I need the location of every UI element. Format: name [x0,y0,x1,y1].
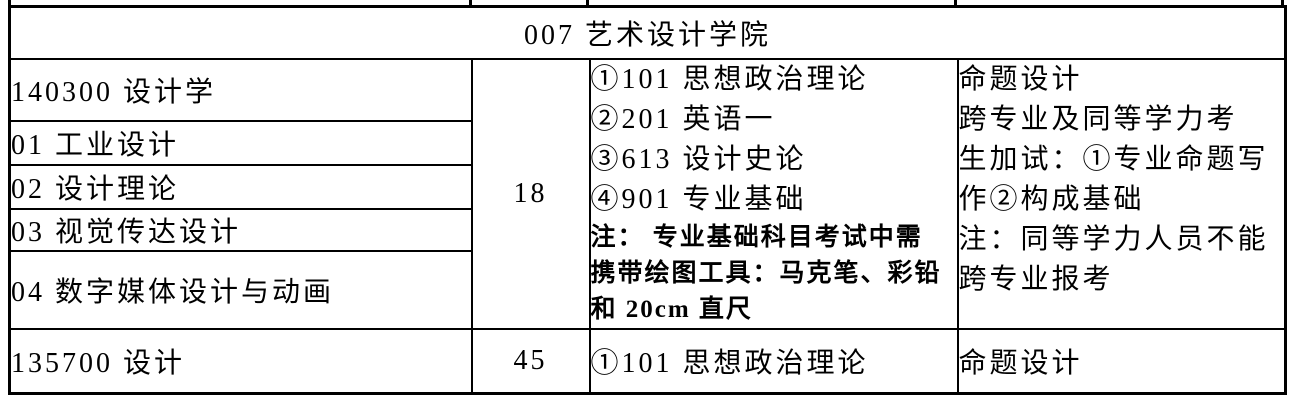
table-edge-tick [586,0,589,6]
program1-exam-subjects-cell: ①101 思想政治理论 ②201 英语一 ③613 设计史论 ④901 专业基础… [588,58,959,330]
program1-direction-04: 04 数字媒体设计与动画 [8,249,473,331]
program1-remarks: 命题设计 跨专业及同等学力考 生加试：①专业命题写 作②构成基础 注：同等学力人… [956,58,1287,330]
program1-direction-01: 01 工业设计 [8,120,473,167]
program1-enrollment: 18 [470,58,591,330]
program2-remarks: 命题设计 [956,328,1287,394]
table-edge-tick [954,0,957,6]
program1-code-name: 140300 设计学 [8,57,473,123]
table-edge-tick [1281,0,1284,6]
table-edge-tick [8,0,11,6]
admissions-table: 007 艺术设计学院 140300 设计学 18 ①101 思想政治理论 ②20… [8,5,1288,395]
program1-direction-02: 02 设计理论 [8,164,473,210]
program2-code-name: 135700 设计 [8,328,473,394]
program1-direction-03: 03 视觉传达设计 [8,207,473,252]
table-edge-tick [469,0,472,6]
department-header: 007 艺术设计学院 [8,5,1287,60]
program2-enrollment: 45 [470,328,591,394]
program1-exam-subjects: ①101 思想政治理论 ②201 英语一 ③613 设计史论 ④901 专业基础 [590,64,869,215]
program1-exam-note: 注： 专业基础科目考试中需 携带绘图工具：马克笔、彩铅 和 20cm 直尺 [590,224,942,323]
program2-exam-subjects: ①101 思想政治理论 [588,328,959,394]
